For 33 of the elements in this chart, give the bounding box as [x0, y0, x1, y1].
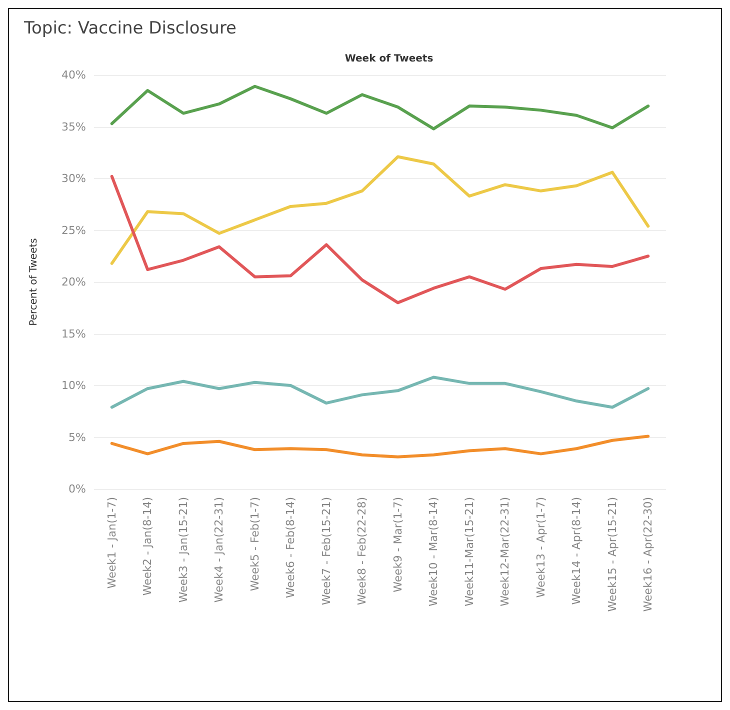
x-tick-label: Week2 - Jan(8-14): [141, 497, 154, 596]
y-tick-label: 20%: [62, 276, 86, 288]
x-tick-label: Week6 - Feb(8-14): [284, 497, 298, 598]
x-tick-label: Week16 - Apr(22-30): [642, 497, 655, 612]
y-tick-label: 15%: [62, 327, 86, 340]
x-tick-label: Week8 - Feb(22-28): [356, 497, 369, 606]
y-tick-label: 35%: [62, 120, 86, 134]
x-tick-label: Week15 - Apr(15-21): [606, 497, 619, 612]
x-tick-label: Week14 - Apr(8-14): [570, 497, 584, 605]
chart-title: Topic: Vaccine Disclosure: [23, 18, 237, 38]
x-tick-label: Week4 - Jan(22-31): [212, 497, 226, 603]
line-series: [110, 174, 650, 304]
y-tick-label: 5%: [68, 430, 86, 444]
line-series: [110, 84, 650, 130]
y-tick-label: 30%: [62, 172, 86, 185]
line-series: [110, 155, 650, 265]
line-series: [110, 376, 650, 409]
x-axis-title: Week of Tweets: [344, 54, 434, 64]
x-tick-label: Week3 - Jan(15-21): [176, 497, 190, 603]
x-tick-label: Week12-Mar(22-31): [498, 497, 512, 606]
x-tick-label: Week10 - Mar(8-14): [427, 497, 440, 606]
x-tick-label: Week7 - Feb(15-21): [320, 497, 333, 606]
x-tick-label: Week1 - Jan(1-7): [105, 497, 118, 589]
y-tick-label: 0%: [68, 482, 86, 496]
x-tick-label: Week13 - Apr(1-7): [534, 497, 548, 598]
x-tick-label: Week11-Mar(15-21): [462, 497, 476, 606]
x-tick-label: Week5 - Feb(1-7): [248, 497, 262, 592]
y-axis-title: Percent of Tweets: [28, 238, 40, 326]
y-tick-label: 40%: [62, 68, 86, 82]
x-tick-label: Week9 - Mar(1-7): [391, 497, 404, 592]
y-tick-label: 10%: [62, 379, 86, 392]
y-tick-label: 25%: [62, 224, 86, 237]
line-series: [110, 434, 650, 458]
